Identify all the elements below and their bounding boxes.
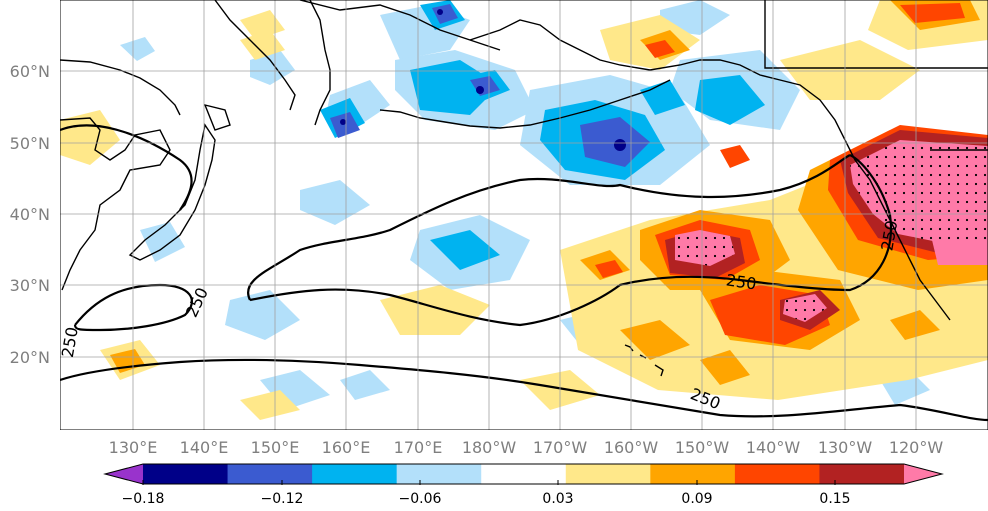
colorbar-bin (819, 464, 905, 484)
colorbar: −0.18 −0.12 −0.06 0.03 0.09 0.15 (103, 463, 944, 507)
colorbar-bin (565, 464, 651, 484)
colorbar-bins (103, 463, 944, 485)
lon-labels: 130°E 140°E 150°E 160°E 170°E 180°W 170°… (109, 438, 944, 457)
colorbar-bin (481, 464, 567, 484)
lat-label-40n: 40°N (10, 205, 50, 224)
lon-label: 180°W (462, 438, 517, 457)
contour-label: 250 (58, 326, 82, 359)
contour-lines (60, 124, 988, 422)
colorbar-ticks (142, 480, 836, 485)
lat-label-20n: 20°N (10, 348, 50, 367)
lon-label: 140°E (180, 438, 229, 457)
colorbar-bin (227, 464, 313, 484)
coastlines (60, 0, 988, 377)
lat-label-50n: 50°N (10, 134, 50, 153)
lon-label: 120°W (889, 438, 944, 457)
colorbar-label: 0.03 (542, 491, 573, 507)
significance-stipple (675, 140, 988, 322)
colorbar-bin (143, 464, 229, 484)
colorbar-label: 0.09 (681, 491, 712, 507)
colorbar-label: −0.18 (122, 491, 165, 507)
colorbar-label: 0.15 (819, 491, 850, 507)
lon-label: 160°W (604, 438, 659, 457)
lon-label: 140°W (746, 438, 801, 457)
lon-label: 170°W (533, 438, 588, 457)
lon-label: 130°E (109, 438, 158, 457)
lon-label: 150°E (251, 438, 300, 457)
lon-label: 130°W (818, 438, 873, 457)
colorbar-bin (650, 464, 736, 484)
lon-label: 160°E (322, 438, 371, 457)
colorbar-label: −0.12 (261, 491, 304, 507)
colorbar-label: −0.06 (399, 491, 442, 507)
contour-label: 250 (725, 270, 758, 293)
lat-labels: 60°N 50°N 40°N 30°N 20°N (10, 62, 50, 367)
colorbar-labels: −0.18 −0.12 −0.06 0.03 0.09 0.15 (122, 491, 851, 507)
negative-anomaly-deep (340, 9, 626, 151)
lon-label: 150°W (675, 438, 730, 457)
lon-label: 170°E (394, 438, 443, 457)
colorbar-bin (396, 464, 482, 484)
grid-lines (60, 0, 988, 430)
colorbar-bin (105, 464, 143, 484)
lat-label-60n: 60°N (10, 62, 50, 81)
colorbar-bin (904, 464, 942, 484)
map-panel: 250 250 250 250 250 (58, 0, 988, 430)
lat-label-30n: 30°N (10, 276, 50, 295)
colorbar-bin (734, 464, 820, 484)
colorbar-bin (312, 464, 398, 484)
